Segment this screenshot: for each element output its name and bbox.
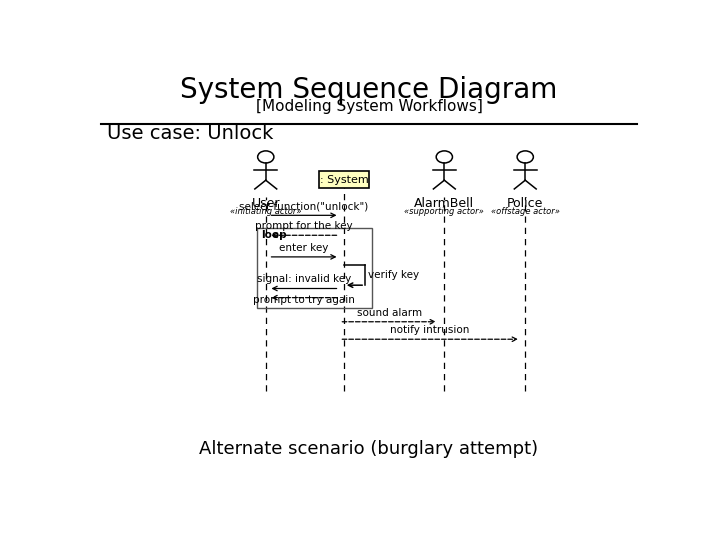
Text: «supporting actor»: «supporting actor» (405, 207, 485, 216)
Text: signal: invalid key: signal: invalid key (257, 274, 351, 285)
Text: : System: : System (320, 174, 368, 185)
Text: AlarmBell: AlarmBell (414, 197, 474, 210)
Text: sound alarm: sound alarm (356, 308, 422, 318)
Text: User: User (251, 197, 280, 210)
Text: Alternate scenario (burglary attempt): Alternate scenario (burglary attempt) (199, 441, 539, 458)
Text: loop: loop (261, 230, 287, 240)
Bar (319, 171, 369, 188)
Text: «offstage actor»: «offstage actor» (491, 207, 559, 216)
Text: «initiating actor»: «initiating actor» (230, 207, 302, 216)
Text: prompt for the key: prompt for the key (255, 221, 353, 231)
Text: prompt to try again: prompt to try again (253, 295, 355, 305)
Text: enter key: enter key (279, 243, 329, 253)
Text: verify key: verify key (369, 270, 420, 280)
Text: Use case: Unlock: Use case: Unlock (107, 124, 273, 143)
Text: select function("unlock"): select function("unlock") (239, 201, 369, 211)
Text: Police: Police (507, 197, 544, 210)
Text: [Modeling System Workflows]: [Modeling System Workflows] (256, 99, 482, 114)
Text: notify intrusion: notify intrusion (390, 325, 469, 335)
Bar (258, 228, 372, 308)
Text: System Sequence Diagram: System Sequence Diagram (180, 76, 558, 104)
